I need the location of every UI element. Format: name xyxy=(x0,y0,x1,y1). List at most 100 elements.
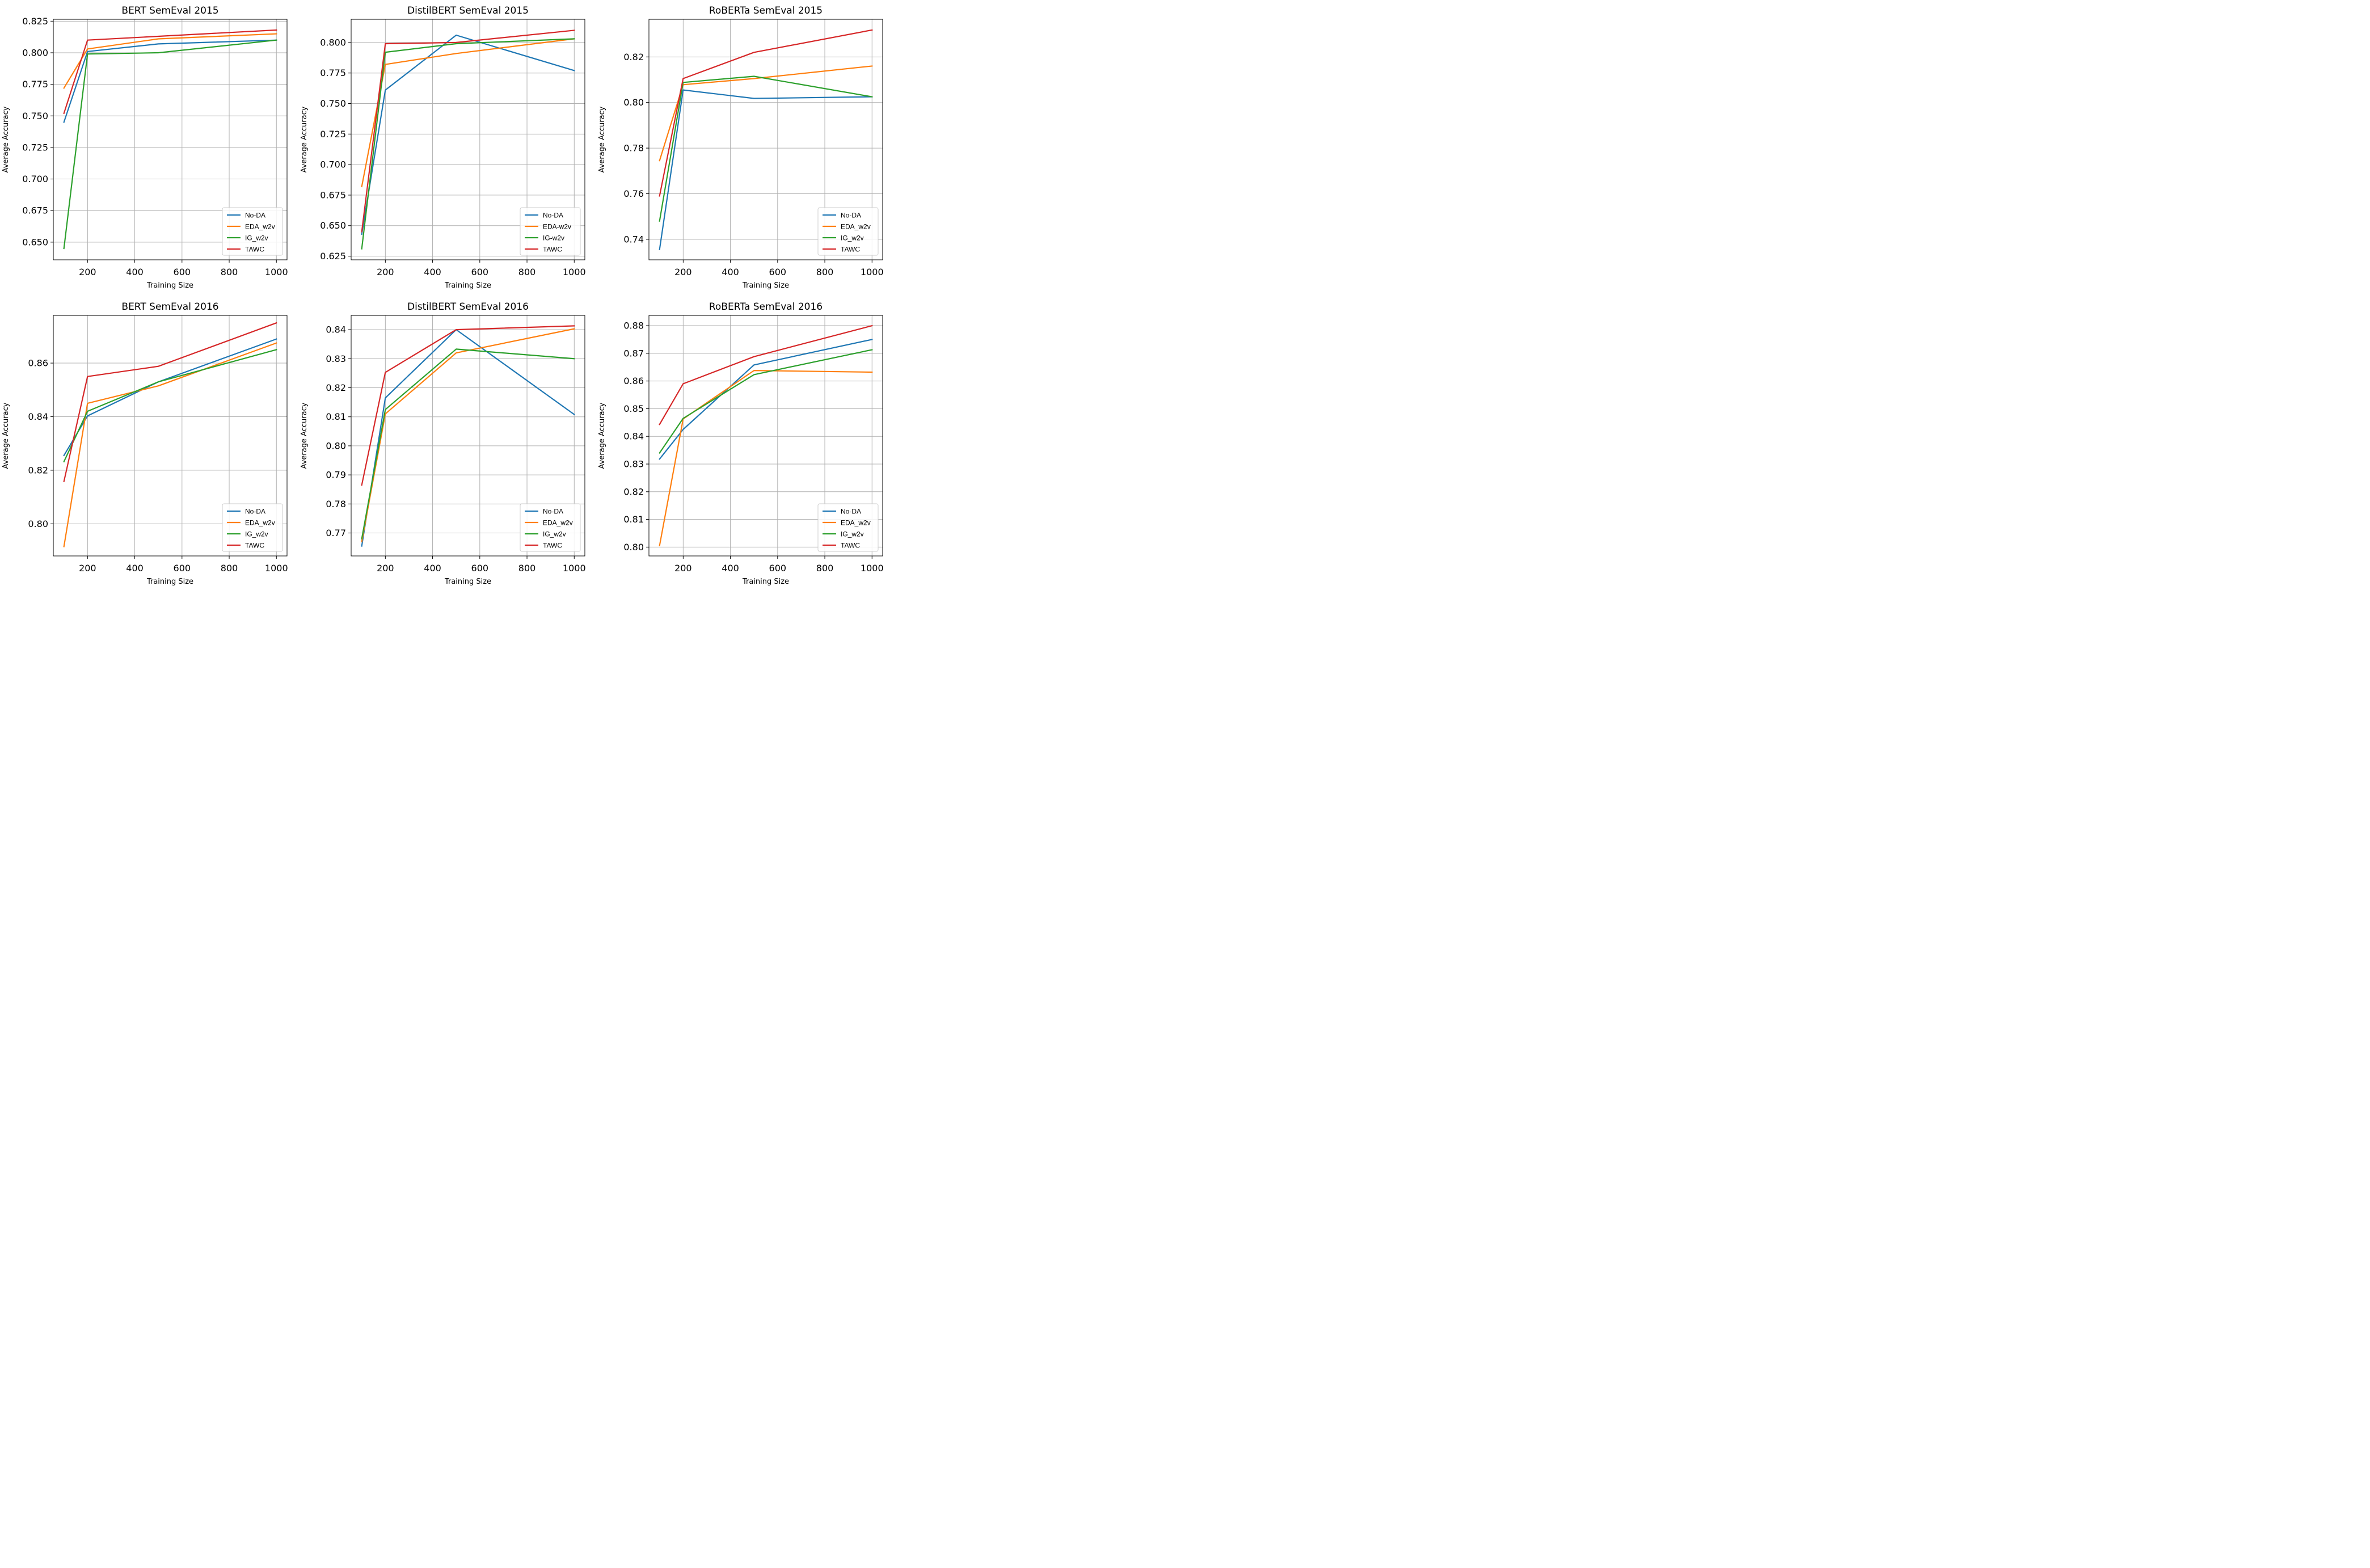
x-tick-label: 600 xyxy=(769,563,787,574)
x-tick-label: 400 xyxy=(424,563,441,574)
legend-box xyxy=(520,503,581,552)
x-tick-label: 600 xyxy=(769,267,787,277)
y-tick-label: 0.84 xyxy=(28,411,48,422)
grid xyxy=(351,19,585,260)
legend-entry: No-DA xyxy=(543,508,563,516)
grid xyxy=(351,315,585,556)
legend-entry: EDA_w2v xyxy=(841,519,871,527)
legend-entry: TAWC xyxy=(543,246,562,254)
series-line-ig-w2v xyxy=(361,38,575,250)
y-tick-label: 0.83 xyxy=(623,459,644,470)
y-tick-label: 0.775 xyxy=(320,68,346,78)
legend-entry: IG_w2v xyxy=(245,234,268,242)
y-axis-label: Average Accuracy xyxy=(598,402,606,469)
chart-title: RoBERTa SemEval 2016 xyxy=(709,301,823,313)
legend-entry: No-DA xyxy=(245,212,265,220)
y-tick-label: 0.82 xyxy=(28,465,48,475)
series-line-tawc xyxy=(361,325,575,486)
legend-entry: No-DA xyxy=(841,508,861,516)
y-tick-label: 0.80 xyxy=(623,542,644,553)
axes-frame xyxy=(648,19,883,260)
x-tick-label: 1000 xyxy=(861,267,884,277)
x-tick-label: 800 xyxy=(221,267,238,277)
legend-box xyxy=(222,503,283,552)
y-tick-label: 0.700 xyxy=(320,159,346,170)
x-tick-label: 800 xyxy=(221,563,238,574)
y-tick-label: 0.86 xyxy=(28,358,48,369)
y-tick-label: 0.800 xyxy=(320,37,346,48)
y-tick-label: 0.725 xyxy=(320,129,346,140)
subplot-6: 200 400 600 800 1000 0.80 0.81 0.82 0.83 0.84 0.85… xyxy=(598,301,884,586)
legend-entry: No-DA xyxy=(245,508,265,516)
y-tick-label: 0.78 xyxy=(623,143,644,154)
x-axis-label: Training Size xyxy=(742,578,789,586)
x-tick-label: 800 xyxy=(816,563,834,574)
y-tick-label: 0.650 xyxy=(22,237,48,247)
axes-frame xyxy=(351,19,585,260)
y-tick-label: 0.675 xyxy=(320,189,346,200)
y-tick-label: 0.650 xyxy=(320,220,346,231)
legend-entry: IG_w2v xyxy=(245,530,268,538)
figure: 200 400 600 800 1000 0.650 0.675 0.700 0.725 0.75… xyxy=(2,5,884,586)
chart-title: BERT SemEval 2015 xyxy=(121,5,218,16)
series-line-tawc xyxy=(361,29,575,233)
legend: No-DA EDA_w2v IG_w2v TAWC xyxy=(222,207,283,256)
x-tick-label: 600 xyxy=(174,563,191,574)
x-tick-label: 200 xyxy=(674,267,692,277)
y-tick-label: 0.700 xyxy=(22,174,48,184)
y-tick-label: 0.86 xyxy=(623,376,644,386)
x-tick-label: 600 xyxy=(471,267,489,277)
legend: No-DA EDA_w2v IG_w2v TAWC xyxy=(520,503,581,552)
legend: No-DA EDA-w2v IG-w2v TAWC xyxy=(520,207,581,256)
series-line-ig-w2v xyxy=(659,349,873,454)
y-tick-label: 0.725 xyxy=(22,142,48,153)
legend: No-DA EDA_w2v IG_w2v TAWC xyxy=(222,503,283,552)
series-line-ig-w2v xyxy=(361,348,575,540)
series-line-eda-w2v xyxy=(659,369,873,547)
y-tick-label: 0.675 xyxy=(22,205,48,216)
legend-entry: No-DA xyxy=(841,212,861,220)
x-tick-label: 1000 xyxy=(563,563,586,574)
legend-box xyxy=(817,503,879,552)
y-axis-label: Average Accuracy xyxy=(2,402,10,469)
series-line-eda-w2v xyxy=(63,33,277,89)
y-tick-label: 0.87 xyxy=(623,348,644,359)
x-tick-label: 1000 xyxy=(563,267,586,277)
y-tick-label: 0.85 xyxy=(623,403,644,414)
chart-title: DistilBERT SemEval 2016 xyxy=(407,301,529,313)
series-line-ig-w2v xyxy=(63,349,277,463)
series-line-tawc xyxy=(659,29,873,197)
y-axis-label: Average Accuracy xyxy=(300,106,309,172)
y-tick-label: 0.84 xyxy=(326,324,346,335)
x-tick-label: 1000 xyxy=(265,267,288,277)
y-tick-label: 0.74 xyxy=(623,234,644,245)
y-axis-label: Average Accuracy xyxy=(2,106,10,172)
x-tick-label: 400 xyxy=(722,563,739,574)
series-line-ig-w2v xyxy=(659,75,873,222)
legend-entry: IG_w2v xyxy=(841,530,864,538)
legend-entry: TAWC xyxy=(841,542,860,550)
x-tick-label: 1000 xyxy=(861,563,884,574)
legend: No-DA EDA_w2v IG_w2v TAWC xyxy=(817,503,879,552)
x-tick-label: 800 xyxy=(518,563,536,574)
subplot-4: 200 400 600 800 1000 0.80 0.82 0.84 0.86 BERT Sem… xyxy=(2,301,288,586)
y-tick-label: 0.84 xyxy=(623,431,644,442)
y-tick-label: 0.81 xyxy=(326,411,346,422)
x-tick-label: 200 xyxy=(79,563,96,574)
series-line-tawc xyxy=(63,29,277,115)
series-line-no-da xyxy=(659,89,873,251)
x-tick-label: 200 xyxy=(377,267,394,277)
subplot-1: 200 400 600 800 1000 0.650 0.675 0.700 0.725 0.75… xyxy=(2,5,288,290)
legend-box xyxy=(817,207,879,256)
legend-entry: TAWC xyxy=(245,246,264,254)
series-line-eda-w2v xyxy=(361,328,575,543)
legend-entry: EDA_w2v xyxy=(543,519,573,527)
y-tick-label: 0.775 xyxy=(22,79,48,90)
series-line-no-da xyxy=(659,339,873,460)
y-axis-label: Average Accuracy xyxy=(598,106,606,172)
series-line-no-da xyxy=(63,338,277,457)
legend-entry: EDA_w2v xyxy=(245,519,275,527)
series-line-tawc xyxy=(659,324,873,425)
y-tick-label: 0.83 xyxy=(326,353,346,364)
legend-entry: EDA-w2v xyxy=(543,223,571,231)
